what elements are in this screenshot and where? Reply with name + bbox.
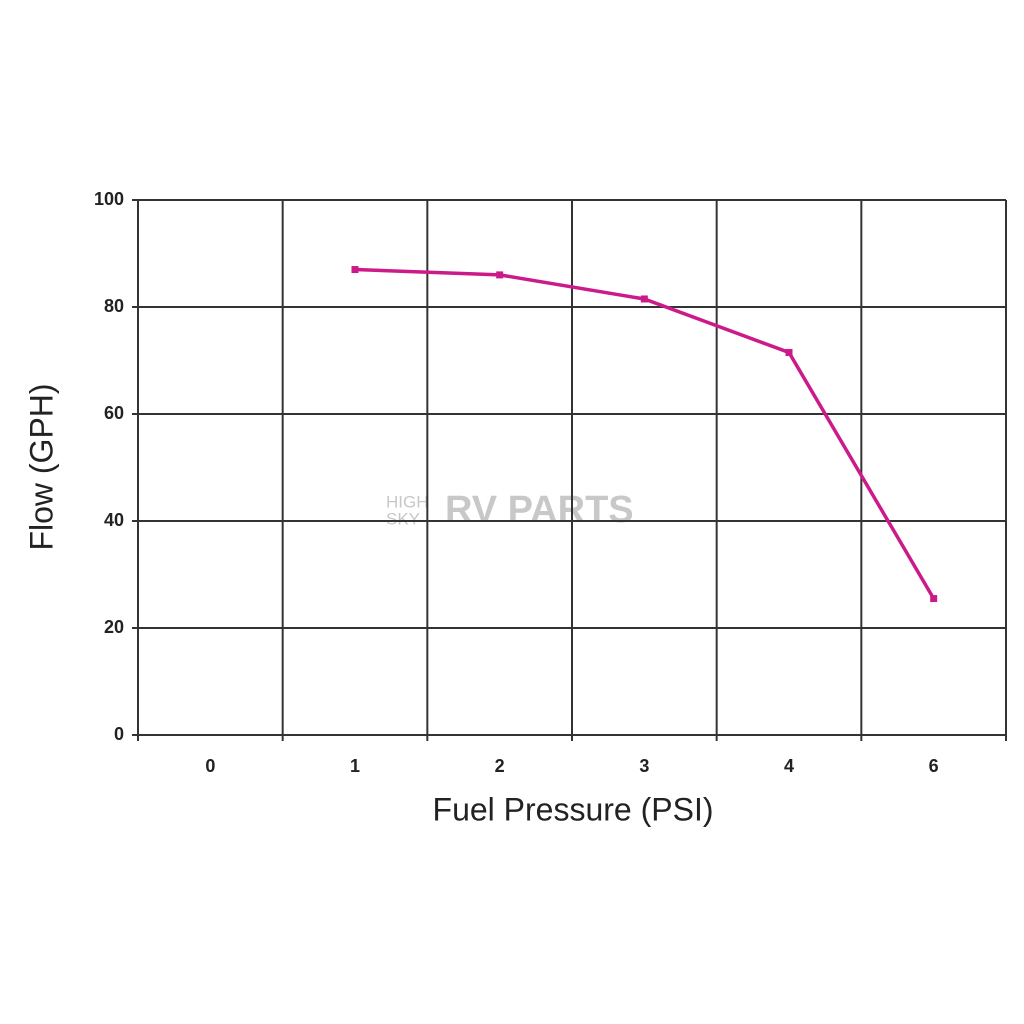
point-marker bbox=[640, 295, 648, 303]
y-tick-label: 40 bbox=[104, 510, 124, 530]
y-tick-label: 20 bbox=[104, 617, 124, 637]
y-tick-label: 0 bbox=[114, 724, 124, 744]
point-marker bbox=[496, 271, 504, 279]
watermark: RV PARTS bbox=[445, 489, 634, 531]
point-marker bbox=[930, 595, 938, 603]
y-tick-label: 60 bbox=[104, 403, 124, 423]
watermark: SKY bbox=[386, 509, 420, 528]
series-line bbox=[354, 267, 936, 600]
y-tick-label: 100 bbox=[94, 189, 124, 209]
watermark: HIGH bbox=[386, 492, 429, 511]
point-marker bbox=[351, 266, 359, 274]
x-tick-label: 3 bbox=[639, 756, 649, 776]
point-marker bbox=[785, 348, 793, 356]
x-axis-title: Fuel Pressure (PSI) bbox=[433, 791, 714, 827]
y-axis-title: Flow (GPH) bbox=[23, 383, 59, 550]
x-tick-label: 2 bbox=[495, 756, 505, 776]
x-tick-label: 6 bbox=[929, 756, 939, 776]
x-tick-label: 0 bbox=[205, 756, 215, 776]
x-tick-label: 4 bbox=[784, 756, 794, 776]
x-tick-label: 1 bbox=[350, 756, 360, 776]
y-tick-label: 80 bbox=[104, 296, 124, 316]
